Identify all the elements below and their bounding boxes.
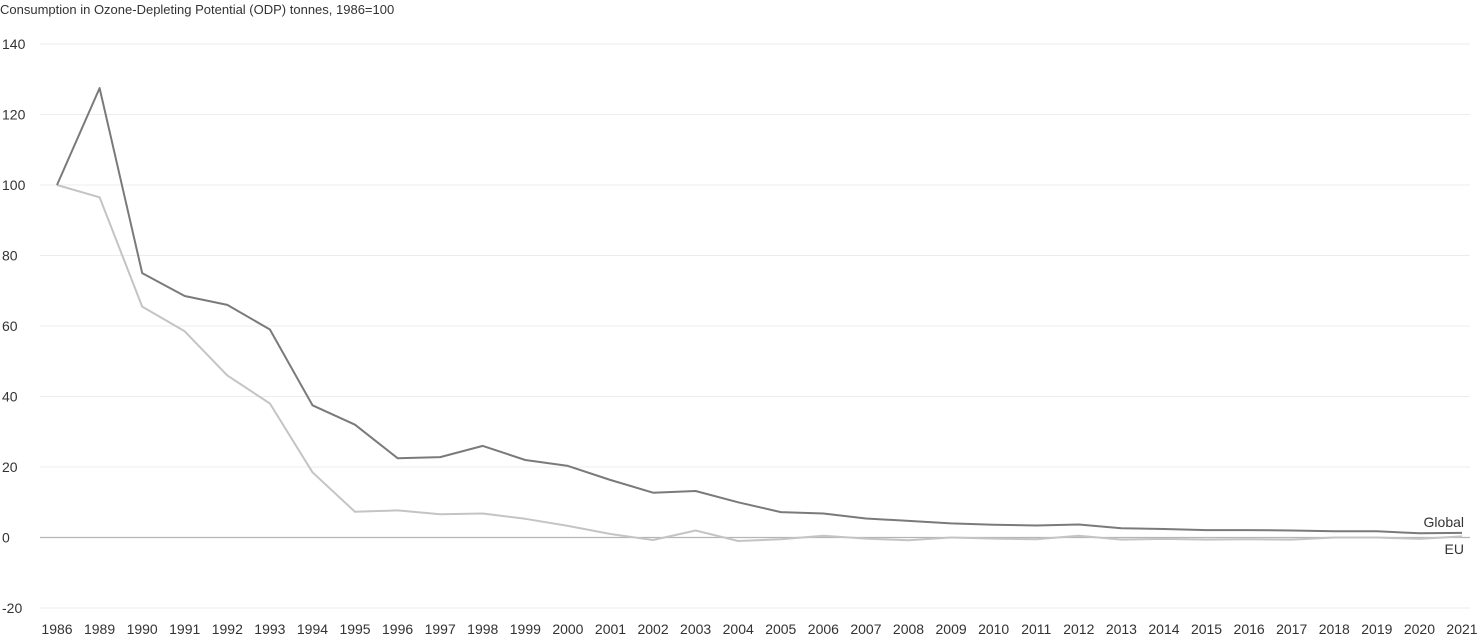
x-tick-label: 1996 — [382, 621, 413, 637]
x-tick-label: 1999 — [510, 621, 541, 637]
y-tick-label: -20 — [2, 600, 22, 616]
x-tick-label: 2005 — [765, 621, 796, 637]
series-lines — [56, 87, 1463, 542]
x-tick-label: 2004 — [723, 621, 754, 637]
x-tick-label: 2012 — [1063, 621, 1094, 637]
y-tick-label: 20 — [2, 459, 18, 475]
x-tick-label: 1992 — [212, 621, 243, 637]
x-tick-label: 2003 — [680, 621, 711, 637]
x-tick-label: 1994 — [297, 621, 328, 637]
x-tick-label: 2000 — [552, 621, 583, 637]
x-tick-label: 2017 — [1276, 621, 1307, 637]
x-tick-label: 1986 — [41, 621, 72, 637]
x-tick-label: 1995 — [339, 621, 370, 637]
x-tick-label: 2008 — [893, 621, 924, 637]
y-tick-label: 40 — [2, 389, 18, 405]
x-tick-label: 2021 — [1446, 621, 1477, 637]
series-labels: Global EU — [1424, 514, 1464, 557]
y-tick-label: 80 — [2, 248, 18, 264]
x-tick-label: 1997 — [425, 621, 456, 637]
x-tick-label: 2009 — [936, 621, 967, 637]
series-label-eu: EU — [1445, 541, 1464, 557]
y-axis-ticks: 140 120 100 80 60 40 20 0 -20 — [2, 36, 26, 616]
x-tick-label: 2015 — [1191, 621, 1222, 637]
x-tick-label: 2019 — [1361, 621, 1392, 637]
x-tick-label: 1989 — [84, 621, 115, 637]
x-tick-label: 1993 — [254, 621, 285, 637]
x-tick-label: 2011 — [1021, 621, 1051, 637]
series-label-global: Global — [1424, 514, 1464, 530]
y-tick-label: 0 — [2, 530, 10, 546]
x-tick-label: 1998 — [467, 621, 498, 637]
y-tick-label: 60 — [2, 318, 18, 334]
grid-lines — [40, 43, 1470, 609]
x-tick-label: 2010 — [978, 621, 1009, 637]
x-axis-ticks: 1986 1989 1990 1991 1992 1993 1994 1995 1996 1997… — [41, 621, 1477, 637]
x-tick-label: 2014 — [1148, 621, 1179, 637]
x-tick-label: 2013 — [1106, 621, 1137, 637]
x-tick-label: 2006 — [808, 621, 839, 637]
series-line-global — [56, 87, 1463, 535]
chart-title: Consumption in Ozone-Depleting Potential… — [0, 2, 394, 17]
x-tick-label: 1990 — [127, 621, 158, 637]
x-tick-label: 2020 — [1404, 621, 1435, 637]
x-tick-label: 2001 — [595, 621, 626, 637]
y-tick-label: 120 — [2, 107, 26, 123]
x-tick-label: 2016 — [1234, 621, 1265, 637]
series-line-eu — [56, 184, 1463, 542]
x-tick-label: 2018 — [1319, 621, 1350, 637]
x-tick-label: 1991 — [169, 621, 200, 637]
x-tick-label: 2002 — [637, 621, 668, 637]
y-tick-label: 140 — [2, 36, 26, 52]
x-tick-label: 2007 — [850, 621, 881, 637]
y-tick-label: 100 — [2, 177, 26, 193]
